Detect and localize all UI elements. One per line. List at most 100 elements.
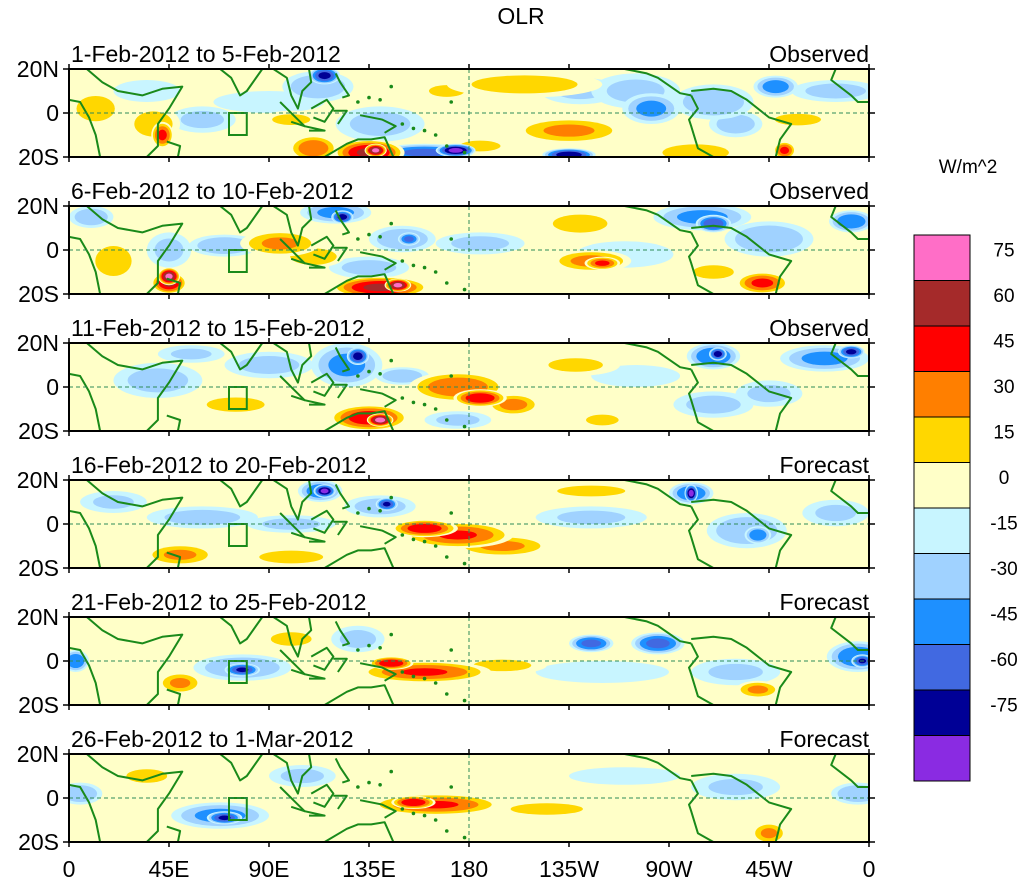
olr-anomaly-core xyxy=(436,414,480,426)
island-dot xyxy=(449,237,454,241)
coastline xyxy=(69,69,184,157)
island-dot xyxy=(444,144,449,148)
olr-anomaly-core xyxy=(801,351,848,366)
island-dot xyxy=(367,780,371,785)
olr-anomaly-core xyxy=(206,397,265,412)
panel-kind-label: Forecast xyxy=(780,726,870,752)
island-dot xyxy=(449,785,454,789)
olr-anomaly-core xyxy=(688,489,694,497)
colorbar-swatch xyxy=(913,234,971,281)
olr-anomaly-core xyxy=(581,639,602,648)
lon-tick-label: 135E xyxy=(342,856,396,882)
olr-anomaly-core xyxy=(157,129,167,141)
olr-anomaly-core xyxy=(557,510,626,525)
colorbar: W/m^2 75 60 45 30 15 0 -15 -30 -45 -60 -75 xyxy=(913,157,1018,782)
coastline xyxy=(333,657,348,673)
coastline xyxy=(272,206,313,247)
coastline xyxy=(691,87,793,157)
lon-tick-label: 45W xyxy=(745,856,793,882)
olr-anomaly-core xyxy=(272,114,311,125)
island-dot xyxy=(400,259,405,263)
coastline xyxy=(310,235,335,260)
island-dot xyxy=(367,232,371,237)
olr-anomaly-core xyxy=(170,348,212,360)
coastline xyxy=(310,646,335,671)
colorbar-tick-label: 75 xyxy=(993,241,1014,262)
colorbar-swatch xyxy=(913,325,971,372)
olr-anomaly-core xyxy=(402,148,447,157)
coastline xyxy=(688,505,714,568)
coastlines xyxy=(69,480,869,568)
island-dot xyxy=(449,374,454,378)
island-dot xyxy=(433,544,438,548)
lon-tick-label: 135W xyxy=(539,856,599,882)
island-dot xyxy=(411,674,416,679)
olr-anomaly-core xyxy=(556,151,582,157)
panel-period-label: 6-Feb-2012 to 10-Feb-2012 xyxy=(71,178,354,204)
colorbar-swatch xyxy=(913,416,971,463)
island-dot xyxy=(389,495,394,500)
island-dot xyxy=(378,783,382,787)
coastline xyxy=(333,109,348,125)
lat-tick-label: 0 xyxy=(46,374,59,400)
lat-tick-label: 20S xyxy=(18,281,59,307)
coastline xyxy=(359,251,397,271)
colorbar-tick-label: 30 xyxy=(993,377,1014,398)
coastline xyxy=(304,399,326,406)
coastline xyxy=(688,94,714,157)
lat-tick-label: 20N xyxy=(17,604,59,630)
coastline xyxy=(164,414,182,431)
coastline xyxy=(279,238,306,265)
coastline xyxy=(219,480,264,508)
coastline xyxy=(688,368,714,431)
island-dot xyxy=(400,396,405,400)
olr-anomaly-core xyxy=(760,828,778,839)
olr-anomaly-core xyxy=(374,417,386,423)
coastlines xyxy=(69,343,869,431)
colorbar-tick-label: 45 xyxy=(993,332,1014,353)
coastline xyxy=(69,480,184,568)
island-dot xyxy=(389,358,394,363)
coastline xyxy=(304,810,326,817)
map-panel: 20N 0 20S 1-Feb-2012 to 5-Feb-2012 Observed xyxy=(17,41,875,170)
olr-anomaly-core xyxy=(594,771,655,781)
olr-field xyxy=(69,69,869,157)
olr-anomaly-core xyxy=(448,148,463,153)
olr-anomaly-core xyxy=(465,393,495,403)
olr-anomaly-core xyxy=(353,352,363,361)
olr-anomaly-core xyxy=(774,113,822,126)
map-panel: 20N 0 20S 21-Feb-2012 to 25-Feb-2012 Forecas… xyxy=(17,589,875,718)
olr-anomaly-core xyxy=(708,778,763,796)
island-dot xyxy=(444,555,449,559)
panel-period-label: 21-Feb-2012 to 25-Feb-2012 xyxy=(71,589,366,615)
olr-anomaly-core xyxy=(169,677,191,689)
coastline xyxy=(830,754,869,788)
olr-anomaly-core xyxy=(708,220,719,227)
island-dot xyxy=(462,150,467,155)
coastline xyxy=(324,273,395,294)
panel-kind-label: Observed xyxy=(769,178,869,204)
coastline xyxy=(359,388,397,408)
lon-tick-label: 0 xyxy=(863,856,876,882)
island-dot xyxy=(462,424,467,429)
olr-anomaly-core xyxy=(566,666,638,678)
colorbar-swatch xyxy=(913,371,971,418)
coastlines xyxy=(69,206,869,294)
coastline xyxy=(279,786,306,813)
island-dot xyxy=(411,811,416,816)
island-dot xyxy=(356,648,360,652)
olr-anomaly-core xyxy=(74,208,108,226)
coastline xyxy=(688,231,714,294)
panel-period-label: 16-Feb-2012 to 20-Feb-2012 xyxy=(71,452,366,478)
coastline xyxy=(333,246,348,262)
coastline xyxy=(272,480,313,521)
coastline xyxy=(219,754,264,782)
colorbar-swatch xyxy=(913,735,971,782)
figure-title: OLR xyxy=(497,3,544,29)
olr-anomaly-core xyxy=(238,356,300,374)
lat-tick-label: 0 xyxy=(46,785,59,811)
olr-anomaly-core xyxy=(382,501,391,507)
island-dot xyxy=(356,511,360,515)
coastline xyxy=(691,224,793,294)
island-dot xyxy=(378,98,382,102)
